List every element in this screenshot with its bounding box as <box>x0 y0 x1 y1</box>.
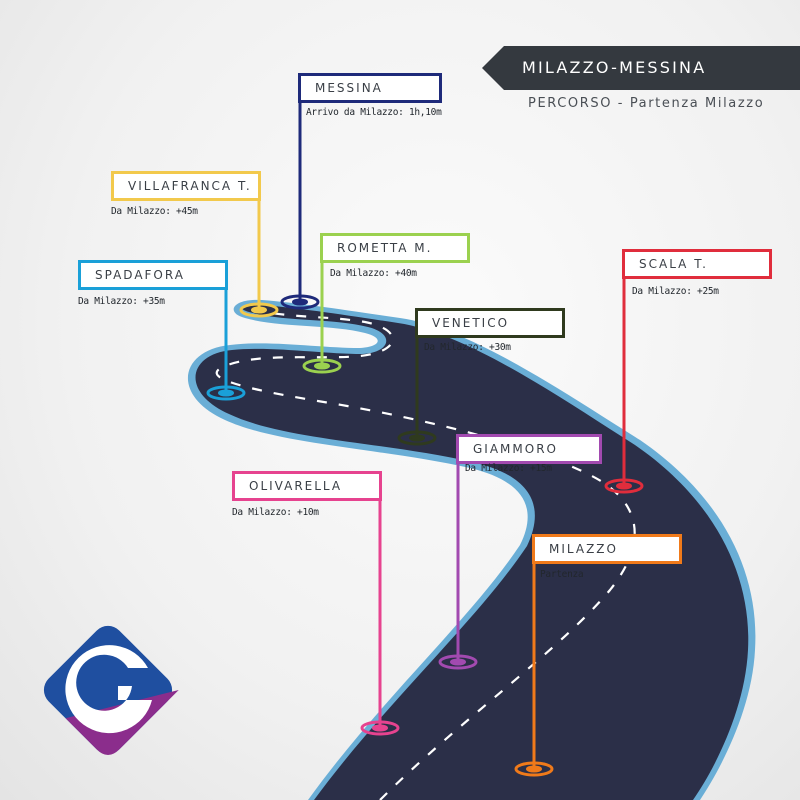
note-olivarella: Da Milazzo: +10m <box>232 507 319 518</box>
page-title: MILAZZO-MESSINA <box>522 58 707 77</box>
pole-villafranca <box>239 188 279 318</box>
title-banner: MILAZZO-MESSINA <box>482 46 800 90</box>
note-milazzo: Partenza <box>540 569 584 580</box>
flag-messina: MESSINA <box>298 73 442 103</box>
note-giammoro: Da Milazzo: +15m <box>465 463 552 474</box>
pole-scala <box>604 249 644 494</box>
pole-olivarella <box>360 471 400 736</box>
pole-milazzo <box>514 536 554 777</box>
note-scala: Da Milazzo: +25m <box>632 286 719 297</box>
flag-giammoro: GIAMMORO <box>456 434 602 464</box>
pole-giammoro <box>438 434 478 670</box>
flag-venetico: VENETICO <box>415 308 565 338</box>
flag-olivarella: OLIVARELLA <box>232 471 382 501</box>
g-logo-letter <box>65 645 152 734</box>
note-venetico: Da Milazzo: +30m <box>424 342 511 353</box>
road-surface <box>195 304 749 800</box>
flag-villafranca: VILLAFRANCA T. <box>111 171 261 201</box>
flag-rometta: ROMETTA M. <box>320 233 470 263</box>
flag-spadafora: SPADAFORA <box>78 260 228 290</box>
flag-milazzo: MILAZZO <box>532 534 682 564</box>
g-logo-icon <box>43 625 179 756</box>
flag-scala: SCALA T. <box>622 249 772 279</box>
note-messina: Arrivo da Milazzo: 1h,10m <box>306 107 442 118</box>
pole-messina <box>280 73 320 310</box>
note-villafranca: Da Milazzo: +45m <box>111 206 198 217</box>
note-spadafora: Da Milazzo: +35m <box>78 296 165 307</box>
page-subtitle: PERCORSO - Partenza Milazzo <box>528 96 765 111</box>
note-rometta: Da Milazzo: +40m <box>330 268 417 279</box>
